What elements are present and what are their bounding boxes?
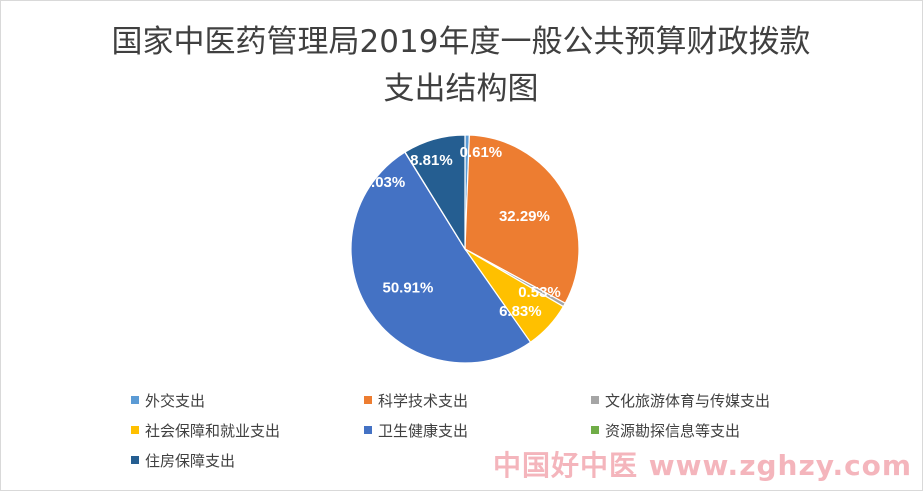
pie-data-label-7: 8.81%	[410, 152, 453, 169]
legend-swatch-7	[131, 456, 139, 464]
pie-data-label-4: 6.83%	[499, 303, 542, 320]
legend-swatch-4	[131, 426, 139, 434]
legend-swatch-1	[131, 396, 139, 404]
pie-data-label-5: 50.91%	[382, 280, 433, 297]
legend-label-6: 资源勘探信息等支出	[605, 421, 741, 440]
legend-label-1: 外交支出	[145, 391, 206, 410]
pie-data-label-2: 32.29%	[499, 208, 550, 225]
legend-swatch-6	[591, 426, 599, 434]
watermark: 中国好中医 www.zghzy.com	[493, 449, 913, 482]
legend-label-3: 文化旅游体育与传媒支出	[605, 391, 771, 410]
legend-item-6: 资源勘探信息等支出	[591, 419, 740, 441]
pie-data-label-3: 0.53%	[518, 284, 561, 301]
chart-title: 国家中医药管理局2019年度一般公共预算财政拨款支出结构图	[111, 24, 811, 107]
legend-swatch-2	[364, 396, 372, 404]
legend-label-7: 住房保障支出	[145, 451, 236, 470]
legend-item-5: 卫生健康支出	[364, 419, 468, 441]
legend-swatch-3	[591, 396, 599, 404]
legend-item-2: 科学技术支出	[364, 389, 468, 411]
pie-data-label-6: 0.03%	[363, 174, 406, 191]
legend-item-7: 住房保障支出	[131, 449, 235, 471]
pie-slice-7	[404, 134, 466, 252]
legend-item-3: 文化旅游体育与传媒支出	[591, 389, 770, 411]
pie-slice-2	[464, 134, 580, 305]
legend-item-4: 社会保障和就业支出	[131, 419, 280, 441]
legend-label-5: 卫生健康支出	[378, 421, 469, 440]
pie-slice-5	[350, 151, 532, 364]
legend-label-4: 社会保障和就业支出	[145, 421, 281, 440]
legend-label-2: 科学技术支出	[378, 391, 469, 410]
legend-swatch-5	[364, 426, 372, 434]
legend-item-1: 外交支出	[131, 389, 205, 411]
pie-data-label-1: 0.61%	[460, 144, 503, 161]
